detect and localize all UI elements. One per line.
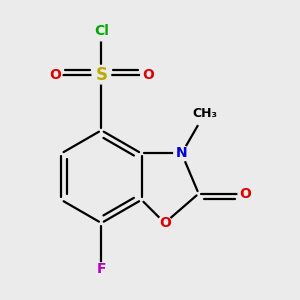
Circle shape	[48, 68, 62, 82]
Circle shape	[92, 65, 111, 84]
Text: O: O	[49, 68, 61, 82]
Circle shape	[238, 187, 252, 201]
Text: O: O	[239, 187, 251, 201]
Text: O: O	[159, 216, 171, 230]
Circle shape	[158, 216, 172, 230]
Text: CH₃: CH₃	[192, 107, 218, 120]
Text: S: S	[95, 66, 107, 84]
Circle shape	[192, 100, 218, 126]
Text: N: N	[176, 146, 188, 161]
Text: Cl: Cl	[94, 24, 109, 38]
Circle shape	[95, 263, 108, 276]
Text: F: F	[97, 262, 106, 276]
Text: O: O	[142, 68, 154, 82]
Circle shape	[174, 146, 190, 161]
Circle shape	[91, 20, 112, 41]
Circle shape	[141, 68, 155, 82]
